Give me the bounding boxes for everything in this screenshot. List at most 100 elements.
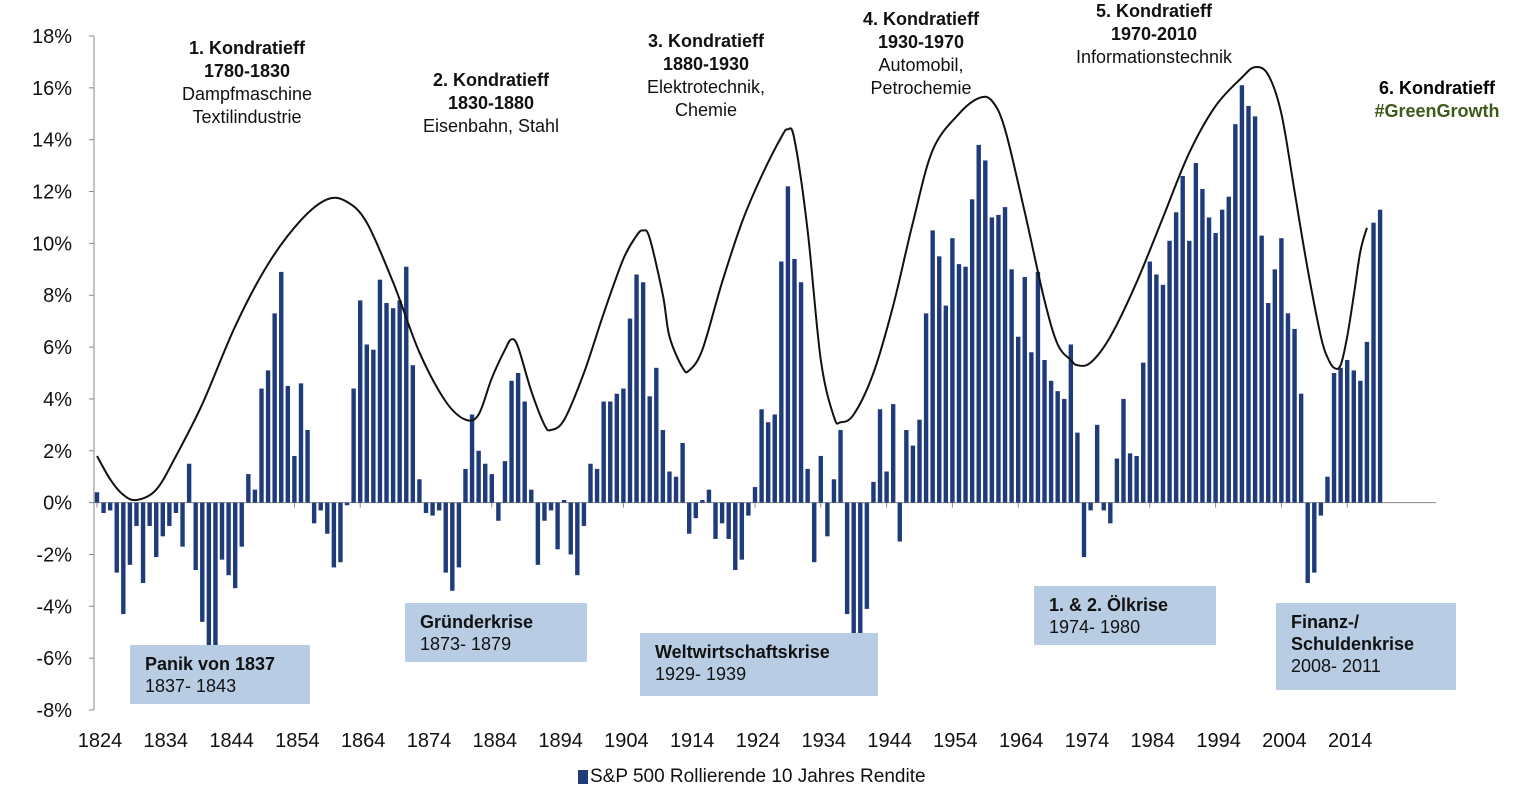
bar (640, 282, 646, 503)
bar (983, 160, 988, 503)
bar (1134, 455, 1139, 503)
legend-label: S&P 500 Rollierende 10 Jahres Rendite (590, 766, 926, 787)
x-tick-label: 1944 (867, 730, 912, 752)
x-tick-label: 1834 (144, 730, 189, 752)
bar (502, 461, 508, 503)
bar (812, 502, 817, 563)
bar (252, 489, 258, 503)
legend-swatch (578, 770, 588, 784)
bar (325, 502, 330, 534)
y-tick-label: 12% (32, 182, 72, 204)
bar (311, 502, 317, 524)
bar (739, 502, 745, 560)
bar (594, 468, 600, 503)
bar (410, 365, 416, 503)
green-growth-label: #GreenGrowth (1374, 101, 1500, 121)
bar (535, 502, 541, 565)
kondratieff-tech: Automobil, (878, 55, 964, 75)
crisis-title: Finanz-/ Schuldenkrise (1291, 612, 1415, 654)
bar (864, 502, 870, 609)
bar (601, 401, 606, 503)
crisis-title: Weltwirtschaftskrise (655, 642, 830, 662)
bar (292, 455, 297, 503)
bar (568, 502, 573, 555)
kondratieff-years: 1830-1880 (447, 93, 535, 113)
bar (706, 489, 712, 503)
bar (1048, 380, 1054, 503)
x-tick-label: 1924 (736, 730, 781, 752)
y-tick-label: -4% (36, 596, 72, 618)
bar (121, 502, 126, 615)
bar (719, 502, 725, 524)
bar (1345, 360, 1350, 503)
bar (542, 502, 547, 521)
bar (884, 471, 889, 503)
kondratieff-tech: Elektrotechnik, (646, 77, 766, 97)
bar (877, 409, 883, 503)
kondratieff-title: 6. Kondratieff (1378, 78, 1495, 98)
bar (548, 502, 554, 511)
bar (963, 266, 968, 503)
bar (785, 186, 791, 503)
x-tick-label: 1864 (341, 730, 386, 752)
bar (996, 214, 1001, 503)
bar (358, 300, 363, 503)
bar (377, 279, 383, 503)
bar (1298, 393, 1304, 503)
x-tick-label: 1904 (604, 730, 649, 752)
bar (298, 383, 304, 503)
bar (858, 502, 863, 648)
bar (687, 502, 692, 534)
crisis-box-weltwirtschaftskrise: Weltwirtschaftskrise 1929- 1939 (640, 633, 878, 696)
bar (1062, 398, 1067, 503)
bar (779, 261, 784, 503)
bar (134, 502, 139, 526)
bar (1167, 240, 1172, 503)
bar (226, 502, 231, 576)
bar (1127, 453, 1133, 503)
x-tick-label: 1954 (933, 730, 978, 752)
x-tick-label: 1984 (1131, 730, 1176, 752)
bar (1266, 303, 1271, 503)
bar (575, 502, 580, 576)
bar (1147, 261, 1152, 503)
bar (1305, 502, 1310, 583)
bar (647, 396, 652, 503)
bar (851, 502, 856, 635)
crisis-years: 1974- 1980 (1049, 617, 1141, 637)
bar (483, 463, 488, 503)
x-tick-label: 2014 (1328, 730, 1373, 752)
bar (930, 230, 935, 503)
bar (219, 502, 225, 560)
bar (1154, 274, 1159, 503)
bar (634, 274, 639, 503)
bar (476, 450, 481, 503)
y-tick-label: 14% (32, 130, 72, 152)
bar (923, 313, 929, 503)
bar (943, 305, 949, 503)
crisis-years: 2008- 2011 (1291, 656, 1381, 676)
kondratieff-2-label: 2. Kondratieff 1830-1880 Eisenbahn, Stah… (406, 69, 576, 138)
bar (351, 388, 356, 503)
bar (1233, 124, 1238, 503)
crisis-years: 1873- 1879 (420, 634, 512, 654)
bar (423, 502, 429, 513)
bar (206, 502, 212, 646)
bar (654, 367, 659, 503)
bar (1022, 277, 1027, 503)
crisis-title: 1. & 2. Ölkrise (1049, 595, 1169, 615)
y-tick-label: 6% (43, 337, 72, 359)
bar (186, 463, 192, 503)
bar (147, 502, 152, 526)
kondratieff-title: 4. Kondratieff (862, 9, 979, 29)
bar (1213, 233, 1218, 503)
bar (1219, 209, 1225, 503)
bar (871, 481, 876, 503)
kondratieff-tech: Chemie (674, 100, 738, 120)
kondratieff-title: 3. Kondratieff (647, 31, 764, 51)
bar (1114, 458, 1120, 503)
x-tick-label: 1974 (1065, 730, 1110, 752)
x-tick-label: 2004 (1262, 730, 1307, 752)
bar (463, 468, 468, 503)
